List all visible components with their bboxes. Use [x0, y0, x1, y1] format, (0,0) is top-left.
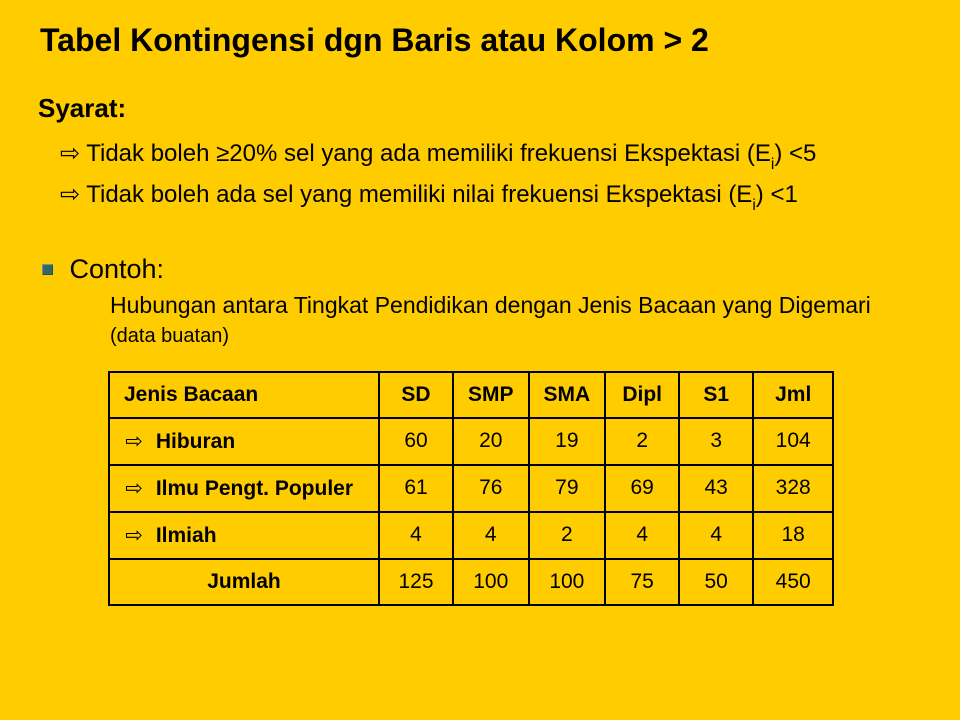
cell: 100: [453, 559, 529, 605]
cell: 61: [379, 465, 453, 512]
col-header: Jenis Bacaan: [109, 372, 379, 418]
cell: 4: [679, 512, 753, 559]
cell: 125: [379, 559, 453, 605]
syarat-text: Tidak boleh ≥20% sel yang ada memiliki f…: [86, 140, 771, 167]
arrow-icon: ⇨: [124, 523, 144, 548]
contoh-heading: Contoh:: [69, 254, 164, 284]
cell: 4: [453, 512, 529, 559]
syarat-item-1: ⇨ Tidak boleh ≥20% sel yang ada memiliki…: [60, 138, 922, 173]
cell: 50: [679, 559, 753, 605]
contoh-description: Hubungan antara Tingkat Pendidikan denga…: [110, 291, 900, 349]
cell-total: 450: [753, 559, 833, 605]
contingency-table: Jenis Bacaan SD SMP SMA Dipl S1 Jml ⇨ Hi…: [108, 371, 834, 606]
cell: 3: [679, 418, 753, 465]
col-header: S1: [679, 372, 753, 418]
cell-total: 18: [753, 512, 833, 559]
cell: 69: [605, 465, 679, 512]
page-title: Tabel Kontingensi dgn Baris atau Kolom >…: [40, 22, 922, 59]
cell: 4: [605, 512, 679, 559]
slide: Tabel Kontingensi dgn Baris atau Kolom >…: [0, 0, 960, 626]
cell: 43: [679, 465, 753, 512]
arrow-icon: ⇨: [60, 179, 80, 210]
row-label-text: Ilmiah: [156, 524, 217, 547]
contoh-desc-note: (data buatan): [110, 325, 229, 347]
col-header: SMA: [529, 372, 606, 418]
table-header-row: Jenis Bacaan SD SMP SMA Dipl S1 Jml: [109, 372, 833, 418]
row-label: ⇨ Hiburan: [109, 418, 379, 465]
syarat-heading: Syarat:: [38, 93, 922, 124]
subscript: i: [771, 156, 774, 173]
arrow-icon: ⇨: [124, 476, 144, 501]
cell-total: 104: [753, 418, 833, 465]
cell: 75: [605, 559, 679, 605]
cell: 79: [529, 465, 606, 512]
col-header: Jml: [753, 372, 833, 418]
cell: 76: [453, 465, 529, 512]
arrow-icon: ⇨: [60, 138, 80, 169]
table-row: ⇨ Ilmu Pengt. Populer 61 76 79 69 43 328: [109, 465, 833, 512]
subscript: i: [752, 197, 755, 214]
cell: 2: [529, 512, 606, 559]
row-label: ⇨ Ilmu Pengt. Populer: [109, 465, 379, 512]
syarat-text-post: ) <5: [774, 140, 816, 167]
syarat-text: Tidak boleh ada sel yang memiliki nilai …: [86, 181, 752, 208]
cell: 100: [529, 559, 606, 605]
cell: 20: [453, 418, 529, 465]
cell: 60: [379, 418, 453, 465]
table-row: ⇨ Ilmiah 4 4 2 4 4 18: [109, 512, 833, 559]
cell: 19: [529, 418, 606, 465]
syarat-text-post: ) <1: [756, 181, 798, 208]
total-label: Jumlah: [109, 559, 379, 605]
table-row: ⇨ Hiburan 60 20 19 2 3 104: [109, 418, 833, 465]
row-label: ⇨ Ilmiah: [109, 512, 379, 559]
cell: 2: [605, 418, 679, 465]
col-header: Dipl: [605, 372, 679, 418]
syarat-item-2: ⇨ Tidak boleh ada sel yang memiliki nila…: [60, 179, 922, 214]
col-header: SMP: [453, 372, 529, 418]
contoh-desc-main: Hubungan antara Tingkat Pendidikan denga…: [110, 292, 871, 318]
cell: 4: [379, 512, 453, 559]
arrow-icon: ⇨: [124, 429, 144, 454]
contoh-row: Contoh:: [42, 254, 922, 285]
table-total-row: Jumlah 125 100 100 75 50 450: [109, 559, 833, 605]
col-header: SD: [379, 372, 453, 418]
cell-total: 328: [753, 465, 833, 512]
square-bullet-icon: [42, 264, 53, 275]
row-label-text: Hiburan: [156, 430, 235, 453]
row-label-text: Ilmu Pengt. Populer: [156, 477, 353, 500]
